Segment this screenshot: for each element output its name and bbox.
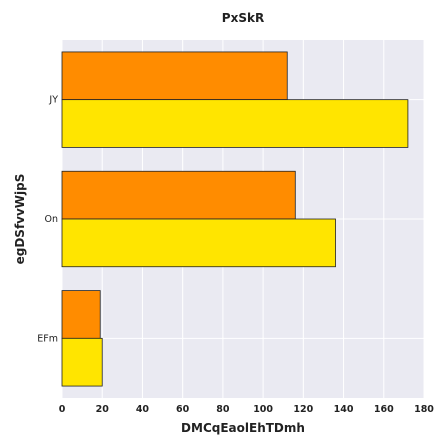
bar-on-series-2 — [61, 218, 336, 268]
chart-title: PxSkR — [222, 11, 264, 25]
y-tick-label: EFm — [37, 333, 58, 344]
bar-on-series-1 — [61, 170, 296, 220]
y-axis-label: egDSfvvWjpS — [13, 174, 27, 265]
y-tick-label: JY — [48, 95, 58, 106]
x-tick-label: 40 — [136, 404, 150, 415]
bar-efm-series-2 — [61, 337, 103, 387]
bar-efm-series-1 — [61, 290, 101, 339]
bar-jy-series-2 — [61, 99, 409, 148]
y-tick-label: On — [45, 214, 59, 225]
x-tick-label: 20 — [96, 404, 110, 415]
y-axis-ticks: JY On EFm — [37, 95, 58, 345]
x-tick-label: 0 — [59, 404, 66, 415]
x-axis-ticks: 0 20 40 60 80 100 120 140 160 180 — [59, 404, 435, 415]
bar-jy-series-1 — [61, 51, 288, 101]
x-tick-label: 120 — [293, 404, 313, 415]
x-tick-label: 160 — [374, 404, 394, 415]
x-tick-label: 180 — [414, 404, 434, 415]
x-tick-label: 100 — [253, 404, 273, 415]
x-tick-label: 80 — [216, 404, 230, 415]
x-tick-label: 140 — [334, 404, 354, 415]
x-tick-label: 60 — [176, 404, 190, 415]
bars — [61, 51, 409, 387]
x-axis-label: DMCqEaolEhTDmh — [181, 421, 305, 435]
